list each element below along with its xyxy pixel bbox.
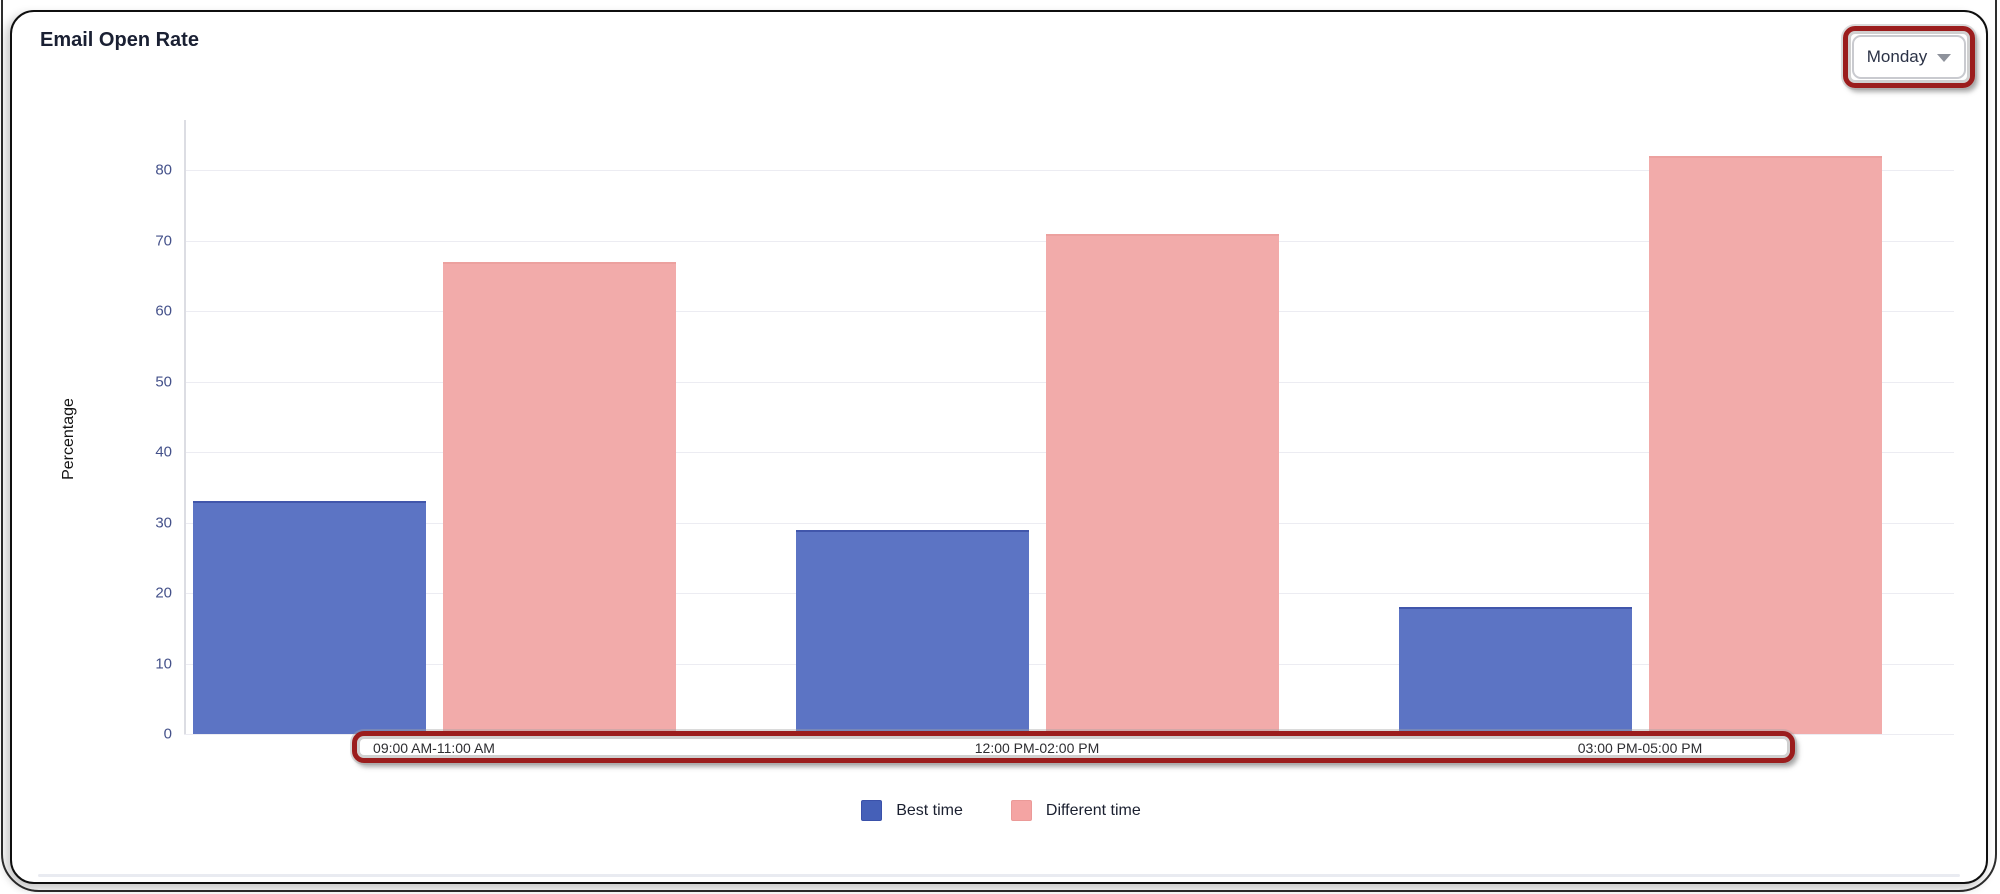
chart-legend: Best time Different time <box>12 800 1990 821</box>
y-tick-label-20: 20 <box>155 584 172 602</box>
bar-different-time-0[interactable] <box>442 261 676 734</box>
card-title: Email Open Rate <box>40 29 199 51</box>
day-dropdown-value: Monday <box>1866 47 1928 66</box>
bar-chart: 0 10 20 30 40 50 60 70 80 Percentage 09:00 AM-11… <box>12 12 1990 886</box>
y-tick-label-80: 80 <box>155 161 172 179</box>
gridline-80 <box>184 170 1954 172</box>
y-tick-label-10: 10 <box>155 655 172 673</box>
best-time-swatch-icon <box>861 800 883 821</box>
bar-best-time-1[interactable] <box>795 529 1029 734</box>
y-tick-label-50: 50 <box>155 373 172 391</box>
x-axis-label-1: 12:00 PM-02:00 PM <box>974 740 1100 756</box>
bar-different-time-1[interactable] <box>1045 233 1279 734</box>
y-tick-label-70: 70 <box>155 232 172 250</box>
y-tick-label-40: 40 <box>155 443 172 461</box>
x-axis-label-2: 03:00 PM-05:00 PM <box>1577 740 1703 756</box>
day-dropdown[interactable]: Monday <box>1852 35 1966 79</box>
y-tick-label-30: 30 <box>155 514 172 532</box>
legend-item-different-time[interactable]: Different time <box>1010 800 1141 821</box>
legend-label-different-time: Different time <box>1045 801 1141 819</box>
annotation-x-axis-labels <box>352 731 1795 763</box>
legend-label-best-time: Best time <box>896 801 963 819</box>
y-tick-label-60: 60 <box>155 302 172 320</box>
y-axis-title: Percentage <box>60 398 77 480</box>
different-time-swatch-icon <box>1010 800 1032 821</box>
bar-best-time-0[interactable] <box>192 501 426 734</box>
annotation-day-dropdown: Monday <box>1843 26 1975 88</box>
card-bottom-divider <box>38 874 1960 877</box>
x-axis-label-0: 09:00 AM-11:00 AM <box>373 740 495 756</box>
y-tick-label-0: 0 <box>163 725 172 743</box>
legend-item-best-time[interactable]: Best time <box>861 800 963 821</box>
bar-different-time-2[interactable] <box>1648 156 1882 734</box>
email-open-rate-card: Email Open Rate Monday 0 10 20 30 40 50 60 70 80… <box>10 10 1988 884</box>
y-axis-line <box>184 120 186 734</box>
chevron-down-icon <box>1937 54 1952 62</box>
bar-best-time-2[interactable] <box>1398 607 1632 734</box>
